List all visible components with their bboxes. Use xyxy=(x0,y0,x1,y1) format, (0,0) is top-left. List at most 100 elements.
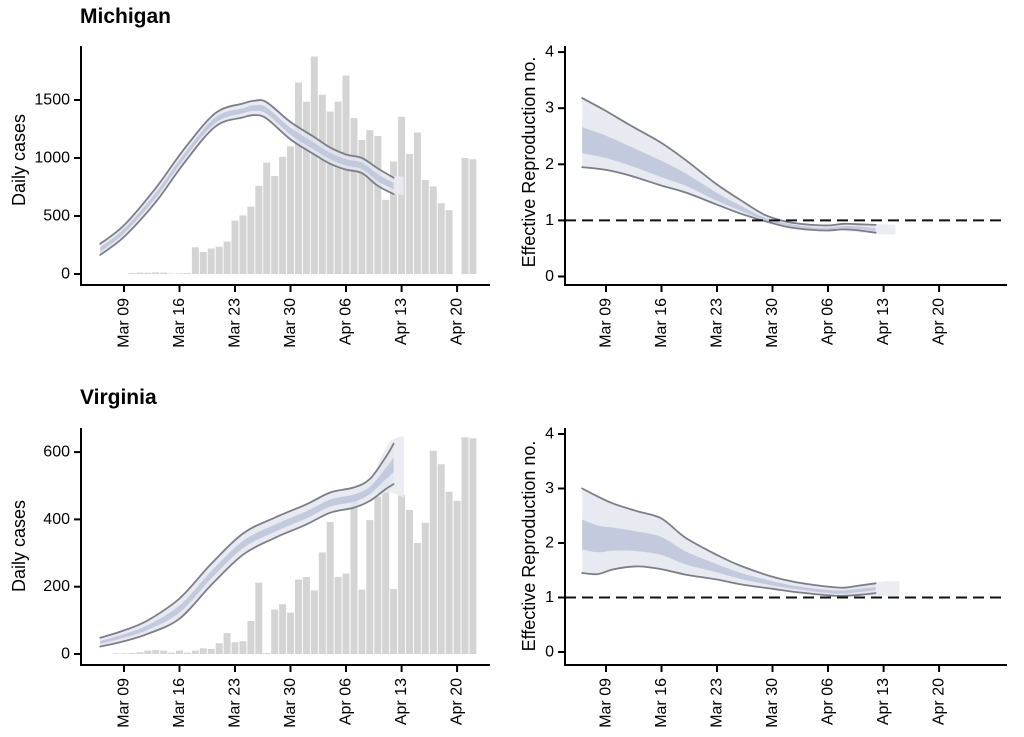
daily-case-bar xyxy=(382,463,390,654)
ribbon-lower-line xyxy=(581,166,877,234)
daily-case-bar xyxy=(445,210,453,274)
daily-case-bar xyxy=(350,118,358,274)
y-tick-label: 0 xyxy=(545,644,554,661)
x-tick-label: Apr 13 xyxy=(875,678,892,725)
x-tick-label: Mar 23 xyxy=(709,298,726,348)
daily-case-bar xyxy=(287,146,294,274)
daily-case-bar xyxy=(406,510,413,654)
x-tick-label: Apr 13 xyxy=(393,678,410,725)
daily-case-bar xyxy=(199,648,207,654)
x-tick-label: Mar 16 xyxy=(653,678,670,728)
daily-case-bar xyxy=(263,162,271,274)
daily-case-bar xyxy=(310,56,318,274)
y-axis-label-virginia-cases: Daily cases xyxy=(9,499,29,593)
x-tick-label: Mar 09 xyxy=(598,298,615,348)
daily-case-bar xyxy=(295,579,302,654)
panel-virginia_effective_reproduction_no: 0 1 2 3 4 Mar 09 Mar 16 Mar 23 Mar 30 Apr 06 Apr 1… xyxy=(545,426,1007,728)
x-tick-label: Mar 16 xyxy=(653,298,670,348)
ribbon-upper-line xyxy=(99,442,395,639)
daily-case-bar xyxy=(168,652,176,654)
daily-case-bar xyxy=(413,543,421,654)
y-tick-label: 0 xyxy=(61,646,70,663)
x-tick-label: Mar 30 xyxy=(764,298,781,348)
x-tick-label: Mar 16 xyxy=(171,298,188,348)
daily-case-bar xyxy=(382,199,390,274)
daily-case-bar xyxy=(437,203,445,274)
y-tick-label: 1500 xyxy=(34,92,70,109)
panel-title-virginia: Virginia xyxy=(80,386,157,409)
daily-case-bar xyxy=(247,621,255,654)
x-tick-label: Apr 13 xyxy=(875,298,892,345)
daily-case-bar xyxy=(350,498,358,654)
daily-case-bar xyxy=(231,220,239,274)
daily-case-bar xyxy=(152,272,160,274)
x-tick-label: Mar 09 xyxy=(116,678,133,728)
daily-case-bar xyxy=(287,612,294,654)
ribbon-outer-band xyxy=(100,100,394,255)
daily-case-bar xyxy=(271,176,279,274)
daily-case-bar xyxy=(239,215,247,274)
daily-case-bar xyxy=(302,576,310,654)
ribbon-upper-line xyxy=(99,99,395,245)
ribbon-lower-line xyxy=(581,565,877,597)
daily-case-bar xyxy=(231,642,239,654)
daily-case-bar xyxy=(453,500,461,654)
panel-virginia_daily_cases: 0 200 400 600 Mar 09 Mar 16 Mar 23 Mar 30 Apr 06… xyxy=(43,428,490,728)
x-tick-label: Apr 20 xyxy=(449,678,466,725)
ribbon-inner-band xyxy=(100,104,394,252)
ribbon-upper-line xyxy=(581,487,877,589)
daily-case-bar xyxy=(144,272,152,274)
y-axis-label-virginia-rt: Effective Reproduction no. xyxy=(519,440,539,652)
daily-case-bar xyxy=(374,496,382,654)
daily-case-bar xyxy=(168,273,176,274)
x-tick-label: Apr 06 xyxy=(820,298,837,345)
daily-case-bar xyxy=(461,158,469,274)
y-tick-label: 200 xyxy=(43,578,70,595)
daily-case-bar xyxy=(183,652,191,654)
y-axis-label-michigan-rt: Effective Reproduction no. xyxy=(519,56,539,268)
daily-case-bar xyxy=(421,180,429,274)
daily-case-bar xyxy=(215,246,223,274)
y-axis-label-michigan-cases: Daily cases xyxy=(9,113,29,207)
ribbon-inner-band xyxy=(100,457,394,644)
daily-case-bar xyxy=(334,101,342,274)
daily-case-bar xyxy=(398,495,406,654)
daily-case-bar xyxy=(136,272,144,274)
daily-case-bar xyxy=(429,186,437,274)
ribbon-outer-band xyxy=(582,98,876,233)
y-tick-label: 400 xyxy=(43,511,70,528)
daily-case-bar xyxy=(469,159,477,274)
daily-case-bar xyxy=(326,111,334,274)
daily-case-bar xyxy=(342,573,350,654)
daily-case-bar xyxy=(223,241,231,274)
x-tick-label: Mar 30 xyxy=(764,678,781,728)
daily-case-bar xyxy=(223,633,231,654)
x-tick-label: Mar 23 xyxy=(709,678,726,728)
daily-case-bar xyxy=(429,450,437,654)
daily-case-bar xyxy=(128,653,136,654)
panel-michigan_daily_cases: 0 500 1000 1500 Mar 09 Mar 16 Mar 23 Mar 30 Apr … xyxy=(34,46,490,348)
y-tick-label: 500 xyxy=(43,208,70,225)
x-tick-label: Mar 23 xyxy=(227,298,244,348)
daily-case-bar xyxy=(191,247,199,274)
daily-case-bar xyxy=(136,652,144,654)
daily-case-bar xyxy=(302,101,310,274)
ribbon-upper-line xyxy=(581,97,877,227)
daily-case-bar xyxy=(366,520,374,654)
daily-case-bar xyxy=(358,589,366,654)
daily-case-bar xyxy=(413,132,421,274)
daily-case-bar xyxy=(366,130,374,274)
daily-case-bar xyxy=(390,161,398,274)
daily-case-bar xyxy=(160,650,168,654)
ribbon-inner-band xyxy=(582,519,876,594)
daily-case-bar xyxy=(152,650,160,654)
x-tick-label: Apr 06 xyxy=(820,678,837,725)
x-tick-label: Apr 06 xyxy=(338,298,355,345)
daily-case-bar xyxy=(279,156,287,274)
daily-case-bar xyxy=(374,136,382,274)
daily-case-bar xyxy=(191,650,199,654)
x-tick-label: Apr 13 xyxy=(393,298,410,345)
y-tick-label: 1 xyxy=(545,212,554,229)
daily-case-bar xyxy=(263,653,271,654)
